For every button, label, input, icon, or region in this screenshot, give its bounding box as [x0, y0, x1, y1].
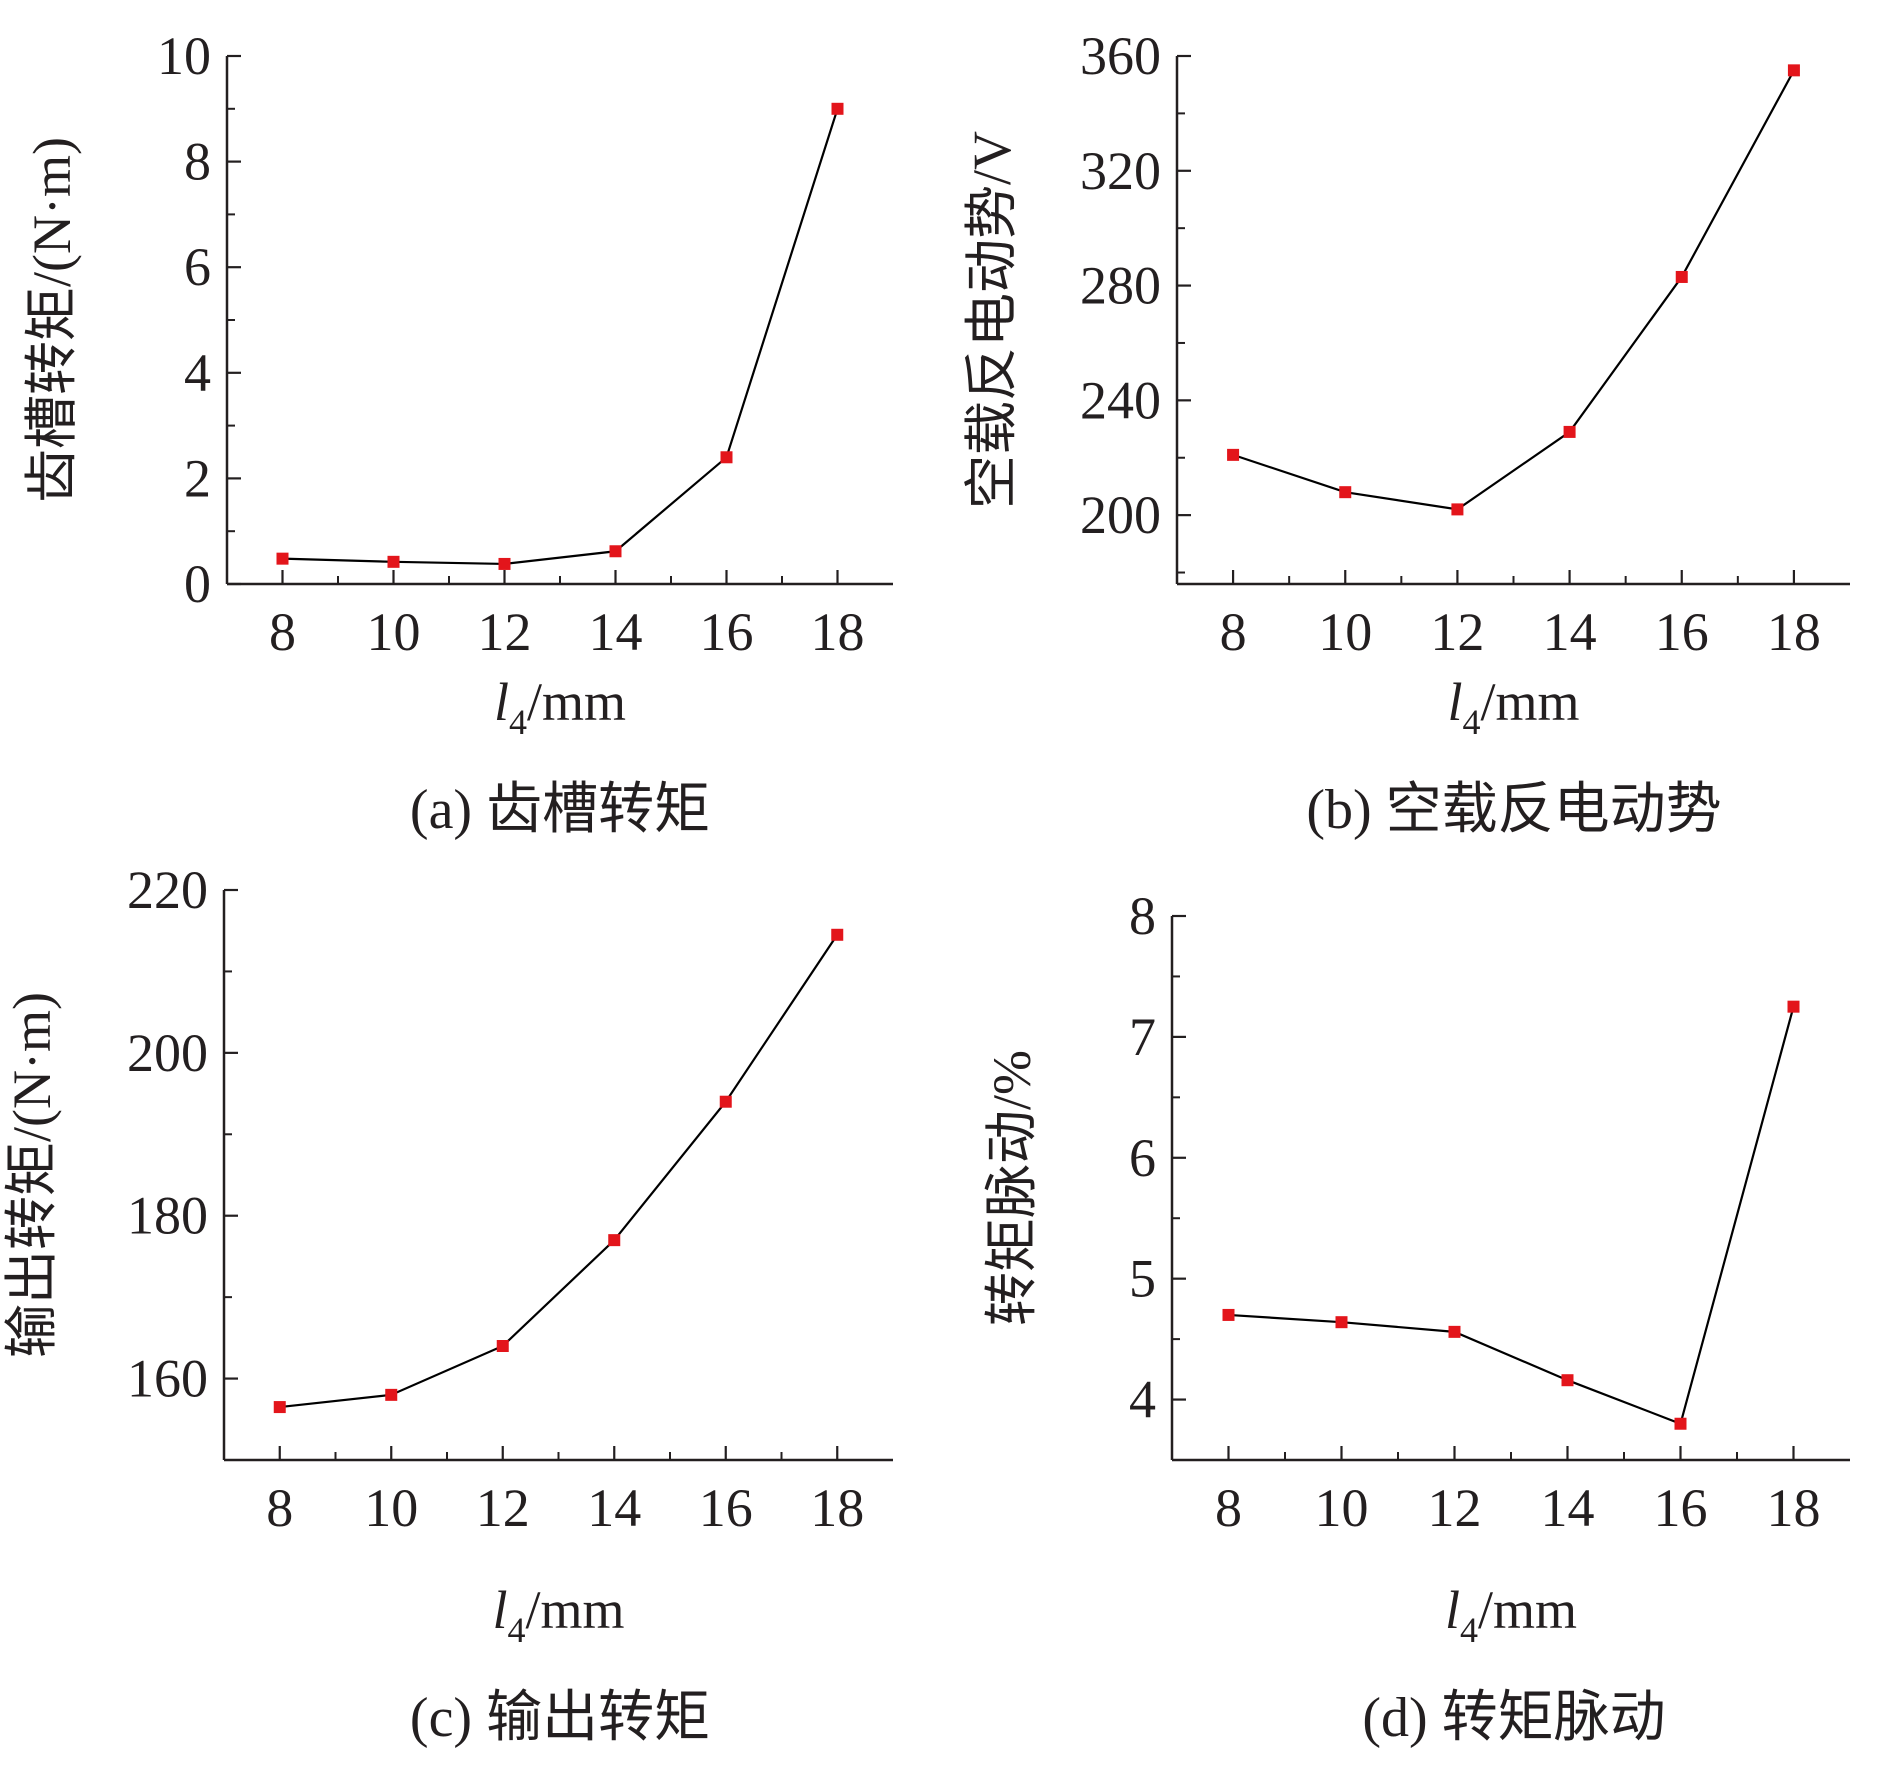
- x-tick-label: 16: [1655, 602, 1709, 662]
- panel-caption: (c) 输出转矩: [410, 1687, 710, 1749]
- data-point: [1675, 270, 1688, 283]
- x-tick-label: 8: [1220, 602, 1247, 662]
- x-tick-label: 14: [589, 602, 643, 662]
- chart-panel-1: 8 10 12 14 16 18 200 240 280 320 360 空载反电动势/V l4/mm (…: [962, 26, 1850, 841]
- y-tick-label: 10: [157, 26, 211, 86]
- y-tick-label: 5: [1129, 1249, 1156, 1309]
- y-axis-title: 齿槽转矩/(N·m): [22, 137, 82, 503]
- y-tick-label: 4: [184, 343, 211, 403]
- data-point: [609, 545, 622, 558]
- data-point: [1563, 425, 1576, 438]
- panel-caption: (b) 空载反电动势: [1306, 779, 1721, 841]
- x-tick-label: 14: [1541, 1478, 1595, 1538]
- x-tick-label: 18: [811, 602, 865, 662]
- x-tick-label: 8: [269, 602, 296, 662]
- data-point: [385, 1388, 398, 1401]
- chart-panel-0: 8 10 12 14 16 18 0 2 4 6 8 10 齿槽转矩/(N·m) l4/mm (a) 齿槽转…: [22, 26, 893, 841]
- x-tick-label: 14: [587, 1478, 641, 1538]
- x-tick-label: 8: [1215, 1478, 1242, 1538]
- x-tick-label: 10: [1315, 1478, 1369, 1538]
- data-point: [1451, 503, 1464, 516]
- y-tick-label: 6: [1129, 1128, 1156, 1188]
- data-point: [1222, 1308, 1235, 1321]
- x-axis-title: l4/mm: [1445, 1580, 1577, 1650]
- y-axis-title: 转矩脉动/%: [982, 1050, 1042, 1326]
- data-point: [608, 1234, 621, 1247]
- y-axis-title: 输出转矩/(N·m): [2, 992, 62, 1358]
- x-axis-title: l4/mm: [494, 672, 626, 742]
- x-tick-label: 12: [1430, 602, 1484, 662]
- x-axis-title: l4/mm: [1447, 672, 1579, 742]
- data-point: [496, 1340, 509, 1352]
- data-point: [831, 928, 844, 941]
- y-tick-label: 8: [1129, 886, 1156, 946]
- data-point: [1335, 1316, 1348, 1329]
- data-point: [1787, 1000, 1800, 1013]
- x-tick-label: 16: [1654, 1478, 1708, 1538]
- data-point: [1561, 1374, 1574, 1387]
- x-tick-label: 18: [810, 1478, 864, 1538]
- data-point: [719, 1095, 732, 1108]
- y-tick-label: 320: [1080, 141, 1161, 201]
- x-tick-label: 8: [266, 1478, 293, 1538]
- data-point: [720, 451, 733, 464]
- x-tick-label: 10: [364, 1478, 418, 1538]
- y-tick-label: 0: [184, 554, 211, 614]
- y-tick-label: 6: [184, 237, 211, 297]
- x-tick-label: 10: [1318, 602, 1372, 662]
- y-tick-label: 200: [127, 1023, 208, 1083]
- data-point: [1674, 1417, 1687, 1430]
- y-axis-title: 空载反电动势/V: [962, 131, 1022, 509]
- data-point: [1227, 448, 1240, 461]
- series-line: [1228, 1006, 1795, 1426]
- y-tick-label: 220: [127, 860, 208, 920]
- series-line: [282, 108, 839, 566]
- y-tick-label: 7: [1129, 1007, 1156, 1067]
- x-tick-label: 16: [699, 1478, 753, 1538]
- y-tick-label: 280: [1080, 256, 1161, 316]
- data-point: [498, 557, 511, 570]
- y-tick-label: 4: [1129, 1370, 1156, 1430]
- y-tick-label: 8: [184, 132, 211, 192]
- y-tick-label: 160: [127, 1349, 208, 1409]
- y-tick-label: 2: [184, 448, 211, 508]
- y-tick-label: 360: [1080, 26, 1161, 86]
- data-point: [1448, 1325, 1461, 1338]
- x-tick-label: 18: [1767, 602, 1821, 662]
- series-line: [279, 934, 839, 1409]
- y-tick-label: 240: [1080, 370, 1161, 430]
- x-tick-label: 12: [1428, 1478, 1482, 1538]
- y-tick-label: 180: [127, 1186, 208, 1246]
- data-point: [387, 555, 400, 568]
- x-axis-title: l4/mm: [492, 1580, 624, 1650]
- panel-caption: (a) 齿槽转矩: [410, 779, 710, 841]
- chart-panel-3: 8 10 12 14 16 18 4 5 6 7 8 转矩脉动/% l4/mm (d) 转矩脉动: [982, 886, 1850, 1749]
- data-point: [831, 102, 844, 115]
- x-tick-label: 12: [476, 1478, 530, 1538]
- x-tick-label: 14: [1543, 602, 1597, 662]
- data-point: [273, 1401, 286, 1414]
- panel-caption: (d) 转矩脉动: [1362, 1687, 1665, 1749]
- data-point: [1339, 486, 1352, 499]
- chart-panel-2: 8 10 12 14 16 18 160 180 200 220 输出转矩/(N·m) l4/mm (c…: [2, 860, 893, 1749]
- x-tick-label: 12: [478, 602, 532, 662]
- x-tick-label: 16: [700, 602, 754, 662]
- x-tick-label: 18: [1767, 1478, 1821, 1538]
- y-tick-label: 200: [1080, 485, 1161, 545]
- x-tick-label: 10: [367, 602, 421, 662]
- series-line: [1232, 69, 1795, 511]
- data-point: [1787, 64, 1800, 77]
- data-point: [276, 552, 289, 565]
